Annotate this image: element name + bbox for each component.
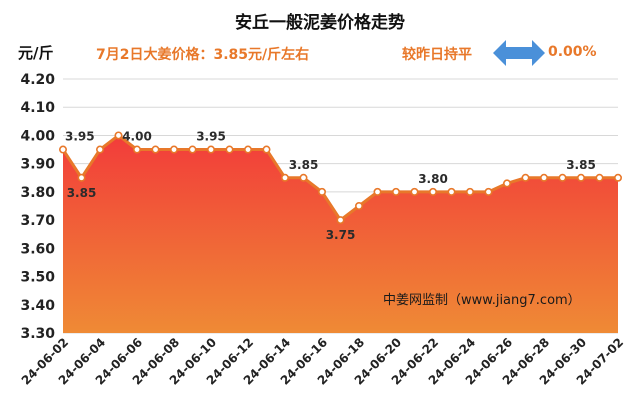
y-tick-label: 3.30 <box>20 326 55 342</box>
data-labels: 3.95 3.85 4.00 3.95 3.85 3.75 3.80 3.85 <box>65 130 596 243</box>
y-tick-label: 3.50 <box>20 270 55 286</box>
data-point <box>354 202 363 211</box>
data-point <box>280 173 289 182</box>
chart-title: 安丘一般泥姜价格走势 <box>235 13 405 33</box>
data-point <box>170 145 179 154</box>
data-label: 3.85 <box>289 158 319 172</box>
data-point <box>502 179 511 188</box>
y-tick-label: 4.10 <box>20 100 55 116</box>
data-point <box>410 187 419 196</box>
y-tick-label: 4.20 <box>20 72 55 88</box>
data-point <box>58 145 67 154</box>
data-label: 3.80 <box>418 172 448 186</box>
data-point <box>96 145 105 154</box>
data-label: 3.95 <box>65 130 95 144</box>
watermark: 中姜网监制（www.jiang7.com） <box>383 293 581 308</box>
y-tick-label: 3.40 <box>20 298 55 314</box>
data-point <box>558 173 567 182</box>
data-point <box>77 173 86 182</box>
data-label: 3.85 <box>566 158 596 172</box>
compare-label: 较昨日持平 <box>402 47 472 63</box>
data-point <box>373 187 382 196</box>
data-point <box>225 145 234 154</box>
data-point <box>133 145 142 154</box>
data-point <box>391 187 400 196</box>
data-point <box>484 187 493 196</box>
data-point <box>595 173 604 182</box>
data-point <box>299 173 308 182</box>
data-point <box>447 187 456 196</box>
data-point <box>336 216 345 225</box>
y-tick-label: 4.00 <box>20 128 55 144</box>
data-point <box>188 145 197 154</box>
data-label: 4.00 <box>122 130 152 144</box>
y-tick-label: 3.80 <box>20 185 55 201</box>
data-point <box>151 145 160 154</box>
data-point <box>428 187 437 196</box>
y-tick-label: 3.70 <box>20 213 55 229</box>
data-point <box>114 131 123 140</box>
data-label: 3.95 <box>196 130 226 144</box>
data-point <box>262 145 271 154</box>
data-label: 3.75 <box>326 228 356 242</box>
price-summary: 7月2日大姜价格：3.85元/斤左右 <box>96 47 310 63</box>
data-label: 3.85 <box>67 186 97 200</box>
y-tick-label: 3.60 <box>20 241 55 257</box>
data-point <box>576 173 585 182</box>
y-tick-label: 3.90 <box>20 157 55 173</box>
data-points <box>58 131 622 225</box>
x-axis: 24-06-0224-06-0424-06-0624-06-0824-06-10… <box>19 335 626 387</box>
compare-percent: 0.00% <box>548 44 597 60</box>
data-point <box>317 187 326 196</box>
y-axis: 4.20 4.10 4.00 3.90 3.80 3.70 3.60 3.50 3.40 3.30 <box>20 72 55 342</box>
data-point <box>521 173 530 182</box>
price-area <box>63 135 618 333</box>
data-point <box>613 173 622 182</box>
data-point <box>207 145 216 154</box>
data-point <box>465 187 474 196</box>
data-point <box>539 173 548 182</box>
double-arrow-icon <box>493 40 545 66</box>
unit-label: 元/斤 <box>18 44 54 62</box>
data-point <box>244 145 253 154</box>
